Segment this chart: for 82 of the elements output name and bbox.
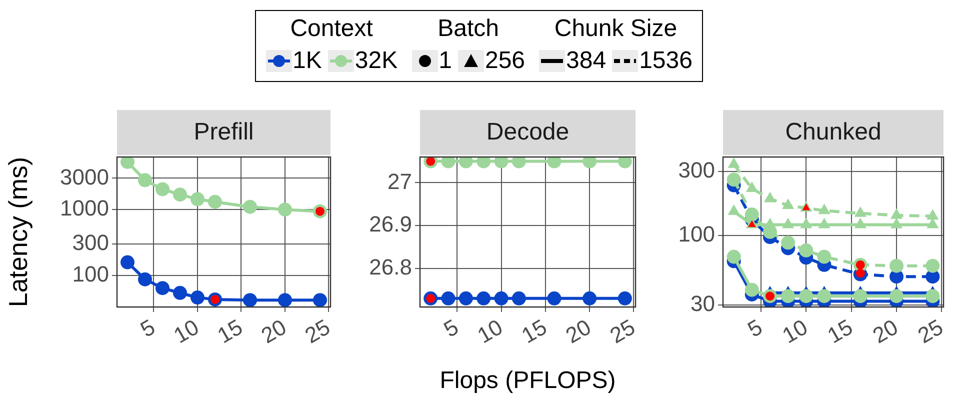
- point: [818, 204, 830, 214]
- legend-label: 256: [484, 47, 526, 75]
- x-tick-label: 25: [914, 314, 948, 348]
- x-tick-label: 15: [823, 314, 857, 348]
- point: [854, 218, 866, 228]
- point: [278, 293, 292, 307]
- point: [138, 173, 152, 188]
- legend-title: Chunk Size: [554, 15, 678, 43]
- point: [817, 289, 832, 304]
- y-tick-label: 30: [690, 291, 715, 316]
- point: [800, 218, 812, 228]
- x-tick-label: 5: [743, 314, 766, 342]
- point: [190, 192, 204, 206]
- point: [242, 293, 257, 307]
- x-tick-label: 20: [561, 314, 596, 348]
- point: [173, 286, 187, 300]
- x-tick-label: 20: [256, 314, 291, 348]
- legend-title: Context: [290, 15, 373, 43]
- y-tick-label: 1000: [60, 196, 109, 221]
- point: [853, 289, 868, 304]
- point: [744, 282, 759, 297]
- y-tick-label: 300: [678, 158, 715, 183]
- point: [782, 218, 794, 228]
- point: [817, 250, 832, 264]
- point: [120, 255, 134, 270]
- point: [926, 258, 940, 273]
- x-tick-label: 15: [517, 314, 551, 348]
- point: [890, 218, 903, 228]
- x-tick-label: 25: [606, 314, 640, 348]
- point: [190, 290, 204, 305]
- point: [156, 281, 170, 296]
- point: [781, 289, 796, 304]
- y-tick-label: 100: [678, 221, 715, 246]
- x-tick-label: 10: [473, 314, 507, 348]
- point: [799, 243, 814, 258]
- x-tick-label: 5: [136, 314, 160, 342]
- x-tick-label: 25: [300, 314, 334, 348]
- point: [208, 194, 222, 209]
- point: [312, 293, 327, 307]
- y-tick-label: 27: [388, 168, 412, 194]
- x-tick-label: 20: [868, 314, 902, 348]
- point: [926, 289, 940, 304]
- point: [744, 208, 759, 222]
- x-tick-label: 5: [440, 314, 463, 342]
- point: [818, 218, 830, 228]
- point: [728, 157, 740, 168]
- legend-label: 1K: [292, 47, 322, 75]
- point: [854, 206, 866, 217]
- y-tick-label: 100: [72, 261, 109, 286]
- x-axis-title: Flops (PFLOPS): [440, 367, 616, 394]
- chart-title: Prefill: [194, 118, 254, 146]
- chart-title: Decode: [486, 118, 570, 146]
- legend-label: 384: [566, 47, 606, 75]
- x-tick-label: 15: [213, 314, 247, 348]
- point: [890, 208, 903, 219]
- legend-label: 32K: [354, 47, 398, 75]
- y-tick-label: 300: [72, 230, 109, 256]
- point: [746, 182, 758, 192]
- point: [728, 204, 740, 215]
- point: [138, 272, 152, 286]
- point: [890, 289, 904, 304]
- legend-title: Batch: [438, 15, 499, 43]
- x-tick-label: 10: [778, 314, 812, 348]
- y-tick-label: 3000: [60, 164, 109, 190]
- point: [156, 182, 170, 196]
- y-tick-label: 26.8: [369, 254, 412, 280]
- point: [173, 188, 187, 202]
- point: [764, 192, 776, 202]
- y-tick-label: 26.9: [369, 212, 412, 237]
- point: [890, 258, 904, 273]
- x-tick-label: 10: [169, 314, 204, 348]
- y-axis-title: Latency (ms): [2, 156, 33, 308]
- legend-label: 1: [438, 47, 452, 75]
- point: [242, 200, 257, 214]
- chart-title: Chunked: [785, 118, 882, 146]
- point: [799, 289, 814, 304]
- point: [278, 202, 292, 217]
- point: [726, 250, 741, 264]
- legend-label: 1536: [639, 47, 692, 75]
- point: [782, 198, 794, 210]
- point: [926, 209, 939, 220]
- point: [781, 236, 796, 250]
